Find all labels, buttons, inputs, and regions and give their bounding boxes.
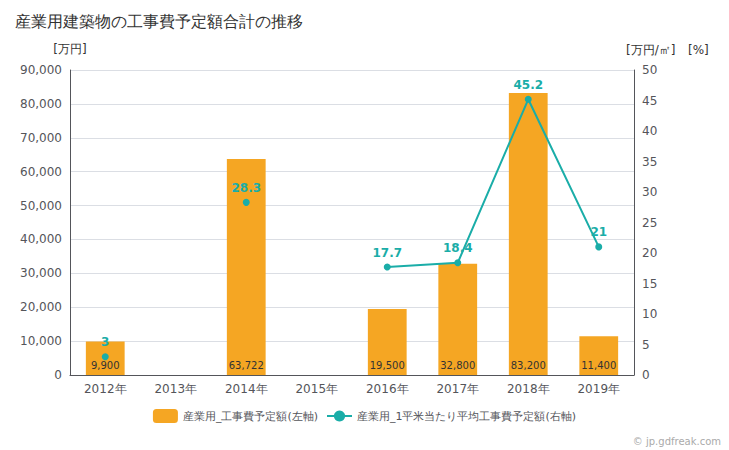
svg-text:45.2: 45.2 xyxy=(513,78,543,92)
svg-text:産業用_工事費予定額(左軸): 産業用_工事費予定額(左軸) xyxy=(183,410,318,423)
svg-text:50: 50 xyxy=(642,63,657,77)
svg-text:産業用_1平米当たり平均工事費予定額(右軸): 産業用_1平米当たり平均工事費予定額(右軸) xyxy=(357,410,576,423)
svg-text:[%]: [%] xyxy=(688,43,709,57)
svg-text:2012年: 2012年 xyxy=(84,382,127,396)
svg-text:63,722: 63,722 xyxy=(229,360,264,371)
svg-text:21: 21 xyxy=(590,225,607,239)
svg-text:30,000: 30,000 xyxy=(20,266,62,280)
svg-text:10,000: 10,000 xyxy=(20,334,62,348)
svg-text:35: 35 xyxy=(642,155,657,169)
svg-text:32,800: 32,800 xyxy=(440,360,475,371)
svg-text:3: 3 xyxy=(101,335,109,349)
svg-text:30: 30 xyxy=(642,185,657,199)
svg-text:70,000: 70,000 xyxy=(20,131,62,145)
svg-text:2018年: 2018年 xyxy=(507,382,550,396)
svg-text:90,000: 90,000 xyxy=(20,63,62,77)
svg-text:2015年: 2015年 xyxy=(295,382,338,396)
svg-text:28.3: 28.3 xyxy=(231,181,261,195)
svg-text:19,500: 19,500 xyxy=(370,360,405,371)
svg-text:20,000: 20,000 xyxy=(20,300,62,314)
svg-text:40: 40 xyxy=(642,124,657,138)
svg-text:17.7: 17.7 xyxy=(372,246,402,260)
svg-text:60,000: 60,000 xyxy=(20,165,62,179)
svg-text:© jp.gdfreak.com: © jp.gdfreak.com xyxy=(633,436,721,447)
svg-text:産業用建築物の工事費予定額合計の推移: 産業用建築物の工事費予定額合計の推移 xyxy=(15,12,303,31)
svg-text:0: 0 xyxy=(54,368,62,382)
svg-text:[万円/㎡]: [万円/㎡] xyxy=(626,43,675,57)
svg-text:80,000: 80,000 xyxy=(20,97,62,111)
svg-text:20: 20 xyxy=(642,246,657,260)
svg-text:50,000: 50,000 xyxy=(20,199,62,213)
svg-text:18.4: 18.4 xyxy=(443,241,473,255)
svg-text:11,400: 11,400 xyxy=(581,360,616,371)
svg-text:2017年: 2017年 xyxy=(436,382,479,396)
svg-text:45: 45 xyxy=(642,94,657,108)
svg-text:2013年: 2013年 xyxy=(154,382,197,396)
svg-text:40,000: 40,000 xyxy=(20,232,62,246)
svg-text:83,200: 83,200 xyxy=(511,360,546,371)
svg-text:0: 0 xyxy=(642,368,650,382)
svg-text:2019年: 2019年 xyxy=(577,382,620,396)
svg-text:2014年: 2014年 xyxy=(225,382,268,396)
svg-text:10: 10 xyxy=(642,307,657,321)
svg-text:5: 5 xyxy=(642,338,650,352)
svg-text:15: 15 xyxy=(642,277,657,291)
svg-text:25: 25 xyxy=(642,216,657,230)
svg-text:2016年: 2016年 xyxy=(366,382,409,396)
svg-text:[万円]: [万円] xyxy=(53,42,86,56)
svg-text:9,900: 9,900 xyxy=(91,360,120,371)
